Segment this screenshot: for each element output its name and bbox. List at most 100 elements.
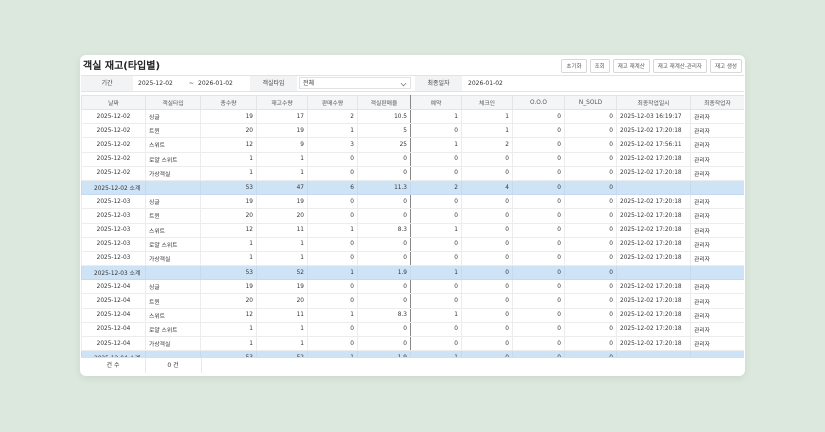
cell: 12 (200, 222, 257, 238)
cell: 25 (357, 137, 411, 153)
column-header[interactable]: 총수량 (200, 95, 257, 110)
cell: 0 (357, 335, 411, 352)
date-input[interactable]: 2025-12-02 (138, 80, 173, 87)
cell: 17 (256, 108, 308, 125)
cell: 10.5 (357, 108, 411, 125)
cell: 로얄 스위트 (145, 236, 201, 252)
cell: 1 (461, 123, 513, 139)
cell: 0 (512, 236, 565, 252)
cell: 5 (357, 123, 411, 139)
data-grid: 날짜 객실타입 총수량 재고수량 판매수량 객실판매율 예약 체크인 O.O.O N_SOLD 최종… (81, 95, 744, 357)
data-row[interactable]: 2025-12-03 트윈 20 20 0 0 0 0 0 0 2025-12-02 17:20:1… (81, 208, 744, 224)
data-row[interactable]: 2025-12-02 로얄 스위트 1 1 0 0 0 0 0 0 2025-12-02 17:20… (81, 151, 744, 167)
column-header[interactable]: 체크인 (461, 95, 513, 110)
cell: 1 (256, 335, 308, 352)
column-header[interactable]: 객실판매율 (357, 95, 411, 110)
toolbar-button[interactable]: 재고 생성 (710, 59, 742, 73)
cell: 12 (200, 137, 257, 153)
cell: 1 (256, 151, 308, 167)
data-row[interactable]: 2025-12-02 트윈 20 19 1 5 0 1 0 0 2025-12-02 17:20:1… (81, 123, 744, 139)
data-row[interactable]: 2025-12-04 가상객실 1 1 0 0 0 0 0 0 2025-12-02 17:20:1… (81, 335, 744, 352)
cell: 2025-12-02 17:20:18 (616, 236, 691, 252)
cell: 0 (512, 279, 565, 295)
cell: 1 (200, 250, 257, 267)
cell: 트윈 (145, 123, 201, 139)
cell: 0 (307, 321, 358, 338)
column-header[interactable]: 재고수량 (256, 95, 308, 110)
cell: 0 (410, 151, 462, 167)
subtotal-row[interactable]: 2025-12-02 소계 53 47 6 11.3 2 4 0 0 (81, 179, 744, 196)
toolbar-button[interactable]: 초기화 (561, 59, 587, 73)
cell: 관리자 (690, 293, 744, 309)
column-header[interactable]: 날짜 (81, 95, 146, 110)
data-row[interactable]: 2025-12-03 싱글 19 19 0 0 0 0 0 0 2025-12-02 17:20:1… (81, 194, 744, 210)
cell: 0 (564, 137, 617, 153)
subtotal-row[interactable]: 2025-12-03 소계 53 52 1 1.9 1 0 0 0 (81, 265, 744, 281)
cell: 0 (410, 335, 462, 352)
data-row[interactable]: 2025-12-02 싱글 19 17 2 10.5 1 1 0 0 2025-12-03 16:1… (81, 108, 744, 125)
cell: 0 (564, 236, 617, 252)
column-header[interactable]: 판매수량 (307, 95, 358, 110)
cell: 19 (256, 279, 308, 295)
column-header[interactable]: O.O.O (512, 95, 565, 110)
data-row[interactable]: 2025-12-04 트윈 20 20 0 0 0 0 0 0 2025-12-02 17:20:1… (81, 293, 744, 309)
column-header[interactable]: 객실타입 (145, 95, 201, 110)
cell (145, 265, 201, 281)
toolbar-button[interactable]: 재고 재계산-관리자 (652, 59, 707, 73)
cell: 0 (564, 179, 617, 196)
cell: 0 (461, 151, 513, 167)
cell: 0 (564, 222, 617, 238)
cell: 0 (512, 307, 565, 323)
cell: 6 (307, 179, 358, 196)
cell: 0 (461, 265, 513, 281)
cell: 0 (564, 307, 617, 323)
column-header[interactable]: 최종작업일시 (616, 95, 691, 110)
cell: 0 (512, 165, 565, 181)
column-header[interactable]: 예약 (410, 95, 462, 110)
cell: 0 (307, 250, 358, 267)
cell: 가상객실 (145, 250, 201, 267)
date-input[interactable]: 2026-01-02 (198, 80, 233, 87)
cell: 0 (357, 293, 411, 309)
cell: 0 (564, 165, 617, 181)
data-row[interactable]: 2025-12-02 가상객실 1 1 0 0 0 0 0 0 2025-12-02 17:20:1… (81, 165, 744, 181)
filter-bar: 기간 2025-12-02 ~ 2026-01-02 객실타입 전체 최종일자 … (81, 75, 744, 92)
data-row[interactable]: 2025-12-04 스위트 12 11 1 8.3 1 0 0 0 2025-12-02 17:2… (81, 307, 744, 323)
cell (690, 179, 744, 196)
date-input[interactable]: 2026-01-02 (468, 80, 503, 87)
cell (690, 350, 744, 357)
cell: 0 (357, 151, 411, 167)
cell: 2025-12-02 17:20:18 (616, 151, 691, 167)
data-row[interactable]: 2025-12-03 로얄 스위트 1 1 0 0 0 0 0 0 2025-12-02 17:20… (81, 236, 744, 252)
cell: 0 (461, 222, 513, 238)
cell: 관리자 (690, 137, 744, 153)
chevron (400, 80, 407, 87)
room-type-select[interactable]: 전체 (299, 77, 411, 89)
toolbar-button[interactable]: 재고 재계산 (612, 59, 650, 73)
column-header[interactable]: 최종작업자 (690, 95, 744, 110)
cell: 0 (512, 250, 565, 267)
data-row[interactable]: 2025-12-02 스위트 12 9 3 25 1 2 0 0 2025-12-02 17:56:… (81, 137, 744, 153)
cell: 2025-12-02 17:56:11 (616, 137, 691, 153)
count-label: 건 수 (81, 358, 146, 373)
toolbar-button[interactable]: 조회 (589, 59, 610, 73)
cell: 관리자 (690, 208, 744, 224)
data-row[interactable]: 2025-12-04 싱글 19 19 0 0 0 0 0 0 2025-12-02 17:20:1… (81, 279, 744, 295)
cell: 2025-12-02 17:20:18 (616, 321, 691, 338)
cell: 0 (357, 165, 411, 181)
cell: 1 (410, 265, 462, 281)
data-row[interactable]: 2025-12-04 로얄 스위트 1 1 0 0 0 0 0 0 2025-12-02 17:20… (81, 321, 744, 338)
cell: 관리자 (690, 279, 744, 295)
cell: 2025-12-02 (81, 137, 146, 153)
cell: 2025-12-02 소계 (81, 179, 146, 196)
cell: 20 (200, 123, 257, 139)
cell: 0 (564, 194, 617, 210)
cell: 2025-12-02 (81, 108, 146, 125)
cell: 1 (200, 321, 257, 338)
column-header[interactable]: N_SOLD (564, 95, 617, 110)
cell: 4 (461, 179, 513, 196)
cell (616, 179, 691, 196)
data-row[interactable]: 2025-12-03 스위트 12 11 1 8.3 1 0 0 0 2025-12-02 17:2… (81, 222, 744, 238)
data-row[interactable]: 2025-12-03 가상객실 1 1 0 0 0 0 0 0 2025-12-02 17:20:1… (81, 250, 744, 267)
